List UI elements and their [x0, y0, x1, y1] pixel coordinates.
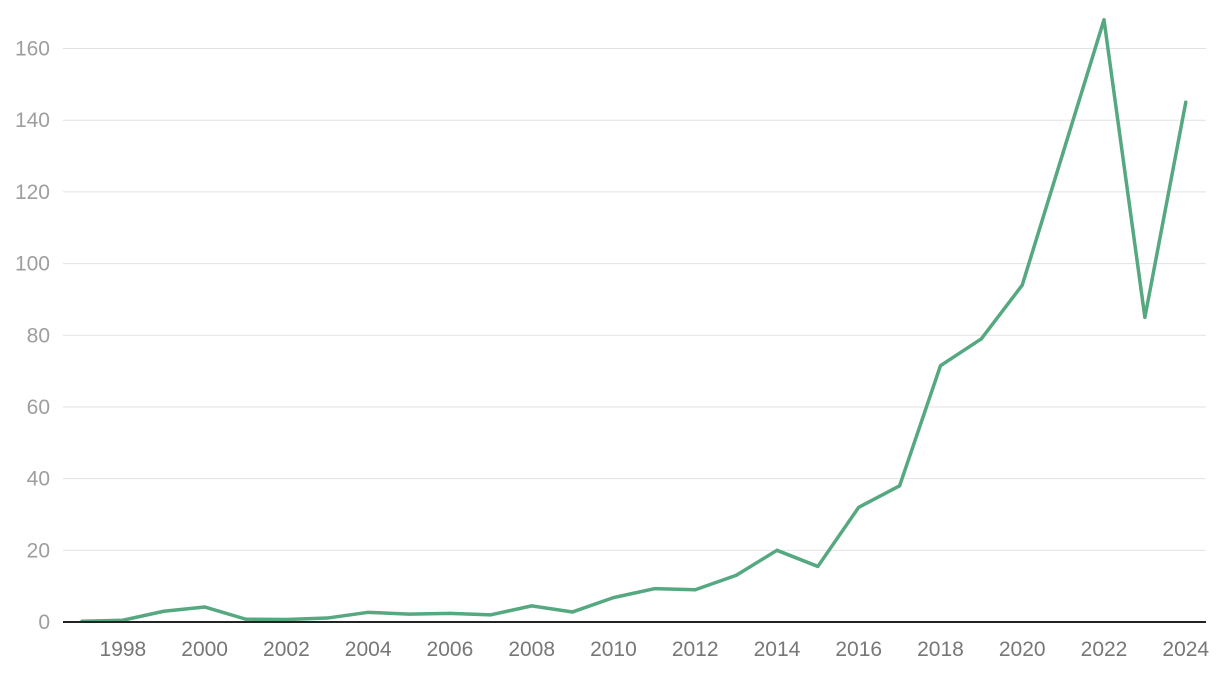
y-axis-tick-labels: 0 20 40 60 80 100 120 140 160: [15, 38, 50, 635]
data-point: [693, 588, 697, 592]
data-point: [816, 564, 820, 569]
data-point: [489, 613, 493, 617]
data-point: [448, 611, 452, 615]
x-tick-label: 1998: [100, 638, 147, 661]
data-point: [284, 617, 288, 622]
x-tick-label: 2002: [263, 638, 310, 661]
x-tick-label: 2022: [1081, 638, 1128, 661]
data-point: [979, 337, 983, 341]
y-tick-label: 20: [27, 539, 50, 562]
y-tick-label: 100: [15, 253, 50, 276]
y-tick-label: 40: [27, 468, 50, 491]
gridlines: [63, 48, 1206, 551]
data-point: [407, 612, 411, 616]
data-point: [162, 609, 166, 613]
y-tick-label: 60: [27, 396, 50, 419]
x-tick-label: 2016: [835, 638, 882, 661]
data-point: [611, 596, 616, 600]
x-tick-label: 2004: [345, 638, 392, 661]
x-tick-label: 2014: [754, 638, 801, 661]
data-point: [1184, 100, 1188, 104]
data-point: [203, 605, 207, 609]
data-point: [938, 364, 943, 368]
y-tick-label: 140: [15, 109, 50, 132]
data-point: [243, 617, 248, 621]
x-tick-label: 2000: [181, 638, 228, 661]
x-axis-tick-labels: 1998 2000 2002 2004 2006 2008 2010 2012 2014 2016…: [100, 638, 1210, 661]
x-tick-label: 2020: [999, 638, 1046, 661]
x-tick-label: 2012: [672, 638, 719, 661]
series-lines: [80, 18, 1188, 624]
data-point: [898, 484, 902, 488]
x-tick-label: 2008: [508, 638, 555, 661]
series-line-0: [80, 18, 1188, 624]
data-point: [1102, 18, 1106, 22]
data-point: [530, 604, 534, 608]
data-point: [366, 610, 370, 614]
x-tick-label: 2018: [917, 638, 964, 661]
data-point: [652, 587, 656, 591]
y-tick-label: 120: [15, 181, 50, 204]
x-tick-label: 2024: [1162, 638, 1209, 661]
data-point: [325, 616, 329, 620]
data-point: [857, 505, 861, 509]
y-tick-label: 0: [38, 611, 50, 634]
data-point: [775, 548, 779, 552]
x-tick-label: 2006: [427, 638, 474, 661]
data-point: [1020, 283, 1024, 287]
y-tick-label: 80: [27, 324, 50, 347]
data-point: [570, 610, 575, 614]
data-point: [1061, 150, 1065, 155]
y-tick-label: 160: [15, 38, 50, 61]
x-tick-label: 2010: [590, 638, 637, 661]
data-point: [734, 573, 738, 578]
data-point: [1143, 315, 1147, 319]
